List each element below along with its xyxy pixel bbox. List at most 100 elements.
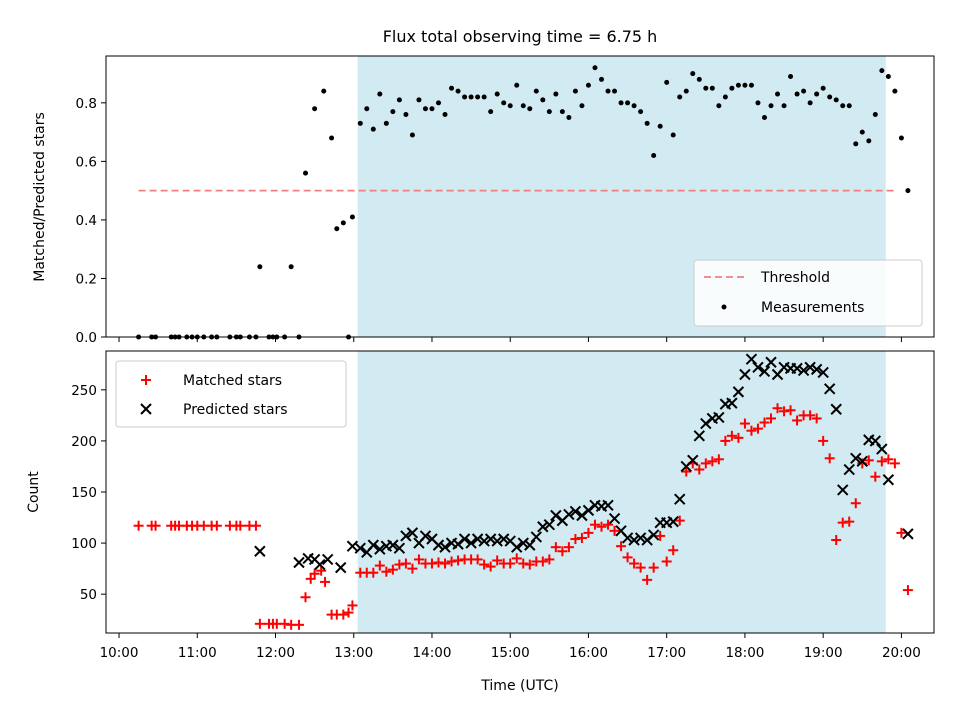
measurement-point xyxy=(722,94,728,100)
measurement-point xyxy=(501,100,507,106)
matched-star-point xyxy=(870,471,881,482)
top-y-axis-label: Matched/Predicted stars xyxy=(32,112,48,282)
matched-star-point xyxy=(661,556,672,567)
matched-star-point xyxy=(831,535,842,546)
matched-star-point xyxy=(596,521,607,532)
bottom-y-tick-label: 250 xyxy=(71,383,97,399)
top-y-ticks: 0.0 0.2 0.4 0.6 0.8 xyxy=(76,96,106,346)
predicted-star-point xyxy=(902,528,914,540)
predicted-star-point xyxy=(713,411,725,424)
predicted-star-point xyxy=(569,505,582,518)
measurement-point xyxy=(761,114,767,120)
predicted-star-point xyxy=(400,530,412,542)
measurement-point xyxy=(885,73,891,79)
measurement-point xyxy=(540,97,546,103)
measurement-point xyxy=(546,109,552,115)
matched-star-point xyxy=(902,585,913,596)
measurement-point xyxy=(651,153,657,159)
measurement-point xyxy=(462,94,468,100)
matched-star-point xyxy=(505,558,516,569)
predicted-star-point xyxy=(543,518,556,531)
predicted-star-point xyxy=(517,537,529,549)
matched-star-point xyxy=(850,498,861,509)
measurement-point xyxy=(422,106,428,112)
measurement-point xyxy=(664,79,670,85)
bottom-y-tick-label: 150 xyxy=(71,485,97,501)
matched-star-point xyxy=(707,456,718,467)
measurement-point xyxy=(416,97,422,103)
matched-star-point xyxy=(635,562,646,573)
matched-star-point xyxy=(433,557,444,568)
matched-star-point xyxy=(524,559,535,570)
matched-star-point xyxy=(844,516,855,527)
matched-star-point xyxy=(563,542,574,553)
matched-star-point xyxy=(320,576,331,587)
matched-star-point xyxy=(674,515,685,526)
matched-star-point xyxy=(338,609,349,620)
measurement-point xyxy=(801,88,807,94)
measurement-point xyxy=(559,109,565,115)
matched-star-point xyxy=(837,517,848,528)
top-y-tick-label: 0.6 xyxy=(76,154,97,170)
measurement-point xyxy=(520,103,526,109)
bottom-y-ticks: 50 100 150 200 250 xyxy=(71,383,106,603)
matched-star-point xyxy=(133,520,144,531)
matched-star-point xyxy=(279,618,290,629)
matched-star-point xyxy=(368,567,379,578)
predicted-star-point xyxy=(817,366,829,379)
bottom-y-tick-label: 200 xyxy=(71,434,97,450)
predicted-star-point xyxy=(628,534,640,546)
top-legend: Threshold Measurements xyxy=(693,259,923,327)
bottom-y-tick-label: 100 xyxy=(71,536,97,552)
measurement-point xyxy=(625,100,631,106)
legend-matched-swatch xyxy=(141,375,151,385)
matched-star-point xyxy=(511,553,522,564)
bottom-x-tick-label: 13:00 xyxy=(334,645,373,661)
matched-star-point xyxy=(720,435,731,446)
predicted-star-point xyxy=(667,515,679,528)
measurement-point xyxy=(618,100,624,106)
measurement-point xyxy=(742,82,748,88)
matched-star-point xyxy=(453,555,464,566)
matched-star-point xyxy=(407,563,418,574)
predicted-star-point xyxy=(726,397,738,409)
predicted-star-point xyxy=(732,386,745,398)
matched-star-point xyxy=(668,545,679,556)
measurement-point xyxy=(553,91,559,97)
top-y-tick-label: 0.4 xyxy=(76,213,97,229)
measurement-point xyxy=(833,97,839,103)
predicted-star-point xyxy=(335,561,347,574)
measurement-point xyxy=(533,88,539,94)
bottom-x-tick-label: 19:00 xyxy=(804,645,843,661)
matched-star-point xyxy=(648,562,659,573)
predicted-star-point xyxy=(823,383,836,395)
top-y-tick-label: 0.8 xyxy=(76,96,97,112)
matched-star-point xyxy=(570,534,581,544)
measurement-point xyxy=(449,85,455,91)
matched-star-point xyxy=(805,410,816,421)
predicted-star-point xyxy=(393,542,406,554)
measurement-point xyxy=(840,103,846,109)
matched-star-point xyxy=(211,520,222,531)
measurement-point xyxy=(257,264,263,270)
measurement-point xyxy=(748,82,754,88)
matched-star-point xyxy=(733,432,744,443)
predicted-star-point xyxy=(634,532,647,544)
chart-title: Flux total observing time = 6.75 h xyxy=(383,27,658,46)
measurement-point xyxy=(494,91,500,97)
matched-star-point xyxy=(309,568,320,579)
predicted-star-point xyxy=(254,545,266,557)
measurement-point xyxy=(455,88,461,94)
matched-star-point xyxy=(752,423,763,434)
predicted-star-point xyxy=(524,539,536,551)
matched-star-point xyxy=(766,413,777,424)
matched-star-point xyxy=(713,454,724,465)
measurement-point xyxy=(879,68,885,74)
x-axis-label: Time (UTC) xyxy=(480,678,558,694)
predicted-star-point xyxy=(791,362,803,375)
matched-star-point xyxy=(583,527,594,538)
predicted-star-point xyxy=(602,499,614,511)
measurement-point xyxy=(390,109,396,115)
predicted-star-point xyxy=(439,541,451,553)
matched-star-point xyxy=(759,417,770,428)
